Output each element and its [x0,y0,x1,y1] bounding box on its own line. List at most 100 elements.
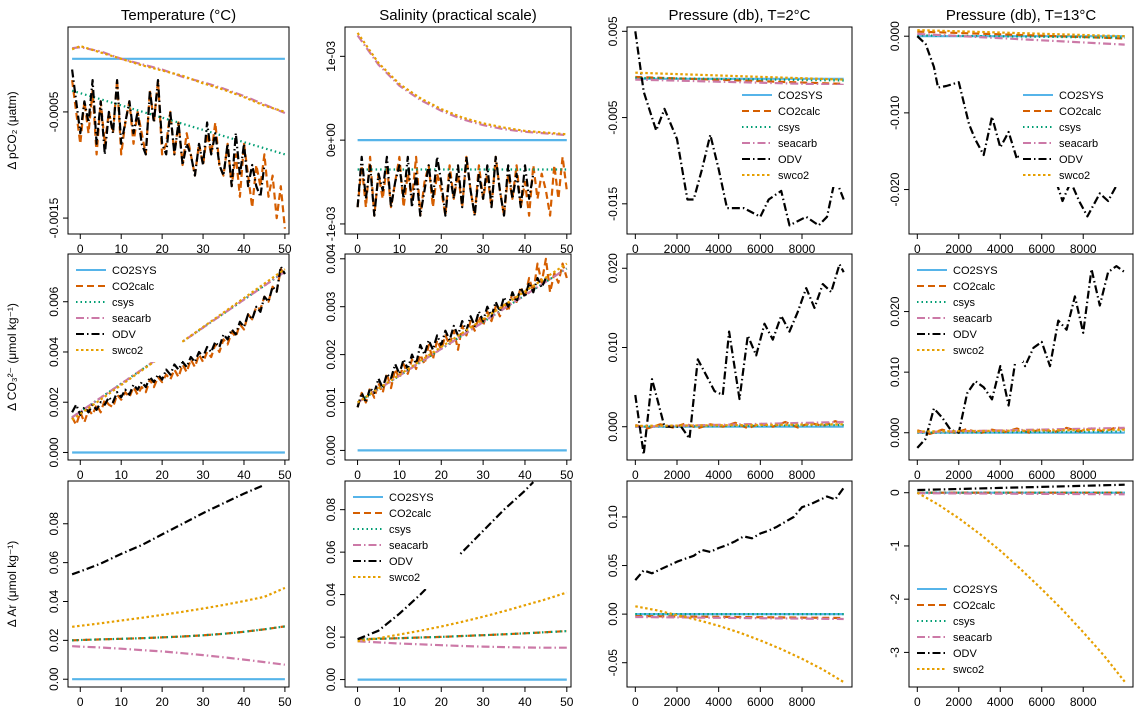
y-tick-label: 0.020 [606,253,620,283]
series-line-odv [916,35,1126,218]
series-layer [71,483,286,681]
x-tick-label: 0 [632,695,639,709]
row-label: Δ Ar (μmol kg⁻¹) [5,541,19,628]
series-layer [916,483,1126,683]
plot-frame [908,26,1134,235]
legend-label: CO2SYS [953,265,998,277]
series-line-csys [917,430,1125,434]
legend-label: csys [112,297,135,309]
legend: CO2SYS CO2calc csys seacarb ODV swco2 [913,260,1023,362]
x-tick-label: 0 [77,242,84,256]
panel: 0 10 20 30 40 50 -1e-03 0e+00 1e-03 [324,26,574,256]
y-tick-label: 0.004 [324,243,338,273]
y-tick-label: 0.005 [606,16,620,46]
x-tick-label: 8000 [789,242,816,256]
series-line-odv [356,155,535,217]
y-tick-label: -3 [888,647,902,658]
y-tick-label: 0.000 [888,417,902,447]
legend-label: CO2calc [953,281,996,293]
y-tick-label: 0.002 [324,339,338,369]
x-tick-label: 6000 [1028,242,1055,256]
legend-label: csys [778,122,801,134]
x-tick-label: 20 [155,468,169,482]
x-tick-label: 50 [560,242,574,256]
y-tick-label: 0.02 [47,628,61,652]
y-tick-label: -0.0005 [47,91,61,132]
legend-box [349,487,459,589]
series-layer [634,31,845,227]
legend-label: swco2 [778,170,809,182]
column-title: Pressure (db), T=2°C [668,7,810,24]
y-tick-label: 0.006 [47,286,61,316]
legend-label: CO2calc [1059,106,1102,118]
series-layer [634,487,845,684]
x-tick-label: 0 [354,695,361,709]
series-layer [71,44,286,229]
legend-label: CO2calc [778,106,821,118]
legend-label: swco2 [112,345,143,357]
x-tick-label: 0 [632,468,639,482]
legend: CO2SYS CO2calc csys seacarb ODV swco2 [913,579,1023,681]
x-tick-label: 10 [393,242,407,256]
series-line-odv [634,487,845,581]
series-line-csys [917,34,1125,39]
legend-label: seacarb [778,138,817,150]
x-tick-label: 20 [435,242,449,256]
series-line-co2calc [917,30,1125,40]
series-line-swco2 [71,44,286,113]
series-line-odv [917,483,1125,492]
series-layer [916,265,1126,449]
plot-frame [67,480,290,688]
plot-frame [908,480,1134,688]
legend-label: ODV [112,329,137,341]
y-tick-label: 0.001 [324,387,338,417]
x-tick-label: 30 [476,468,490,482]
series-layer [634,263,845,456]
series-line-odv [634,31,845,227]
x-tick-label: 10 [393,468,407,482]
legend-label: csys [1059,122,1082,134]
y-tick-label: 0.04 [47,589,61,613]
legend-label: CO2calc [112,281,155,293]
column-title: Salinity (practical scale) [379,7,537,24]
panel: 0 2000 4000 6000 8000 -0.015 -0.005 0.005 CO2SYS… [606,16,853,256]
x-tick-label: 4000 [705,468,732,482]
plot-frame [344,480,572,688]
x-tick-label: 0 [914,468,921,482]
plot-frame [626,480,853,688]
x-tick-label: 10 [115,468,129,482]
legend-box [913,579,1023,681]
y-tick-label: 0.08 [47,512,61,536]
x-tick-label: 6000 [1028,468,1055,482]
x-tick-label: 4000 [987,468,1014,482]
legend-label: CO2SYS [389,492,434,504]
legend-label: swco2 [953,345,984,357]
x-tick-label: 8000 [1070,242,1097,256]
x-tick-label: 10 [115,242,129,256]
legend-box [913,260,1023,362]
y-tick-label: -0.020 [888,172,902,206]
y-tick-label: 0.000 [47,437,61,467]
x-tick-label: 6000 [747,695,774,709]
legend-label: csys [389,524,412,536]
x-tick-label: 6000 [747,468,774,482]
x-tick-label: 40 [518,468,532,482]
series-layer [357,481,568,681]
row-label: Δ CO₃²⁻ (μmol kg⁻¹) [5,303,19,411]
y-tick-label: 0 [888,489,902,496]
y-tick-label: 0.010 [888,357,902,387]
legend-label: CO2calc [389,508,432,520]
series-layer [916,29,1126,218]
panel: 0 2000 4000 6000 80000.0000.0100.020CO2SYSCO… [888,253,1134,482]
legend-label: seacarb [389,540,428,552]
series-line-co2calc [635,75,844,85]
x-tick-label: 30 [196,695,210,709]
x-tick-label: 4000 [705,695,732,709]
y-tick-label: 0.04 [324,583,338,607]
y-tick-label: 0.08 [324,498,338,522]
y-tick-label: 0.004 [47,337,61,367]
x-tick-label: 50 [560,695,574,709]
y-tick-label: 0.00 [324,668,338,692]
y-tick-label: 0.00 [606,602,620,626]
